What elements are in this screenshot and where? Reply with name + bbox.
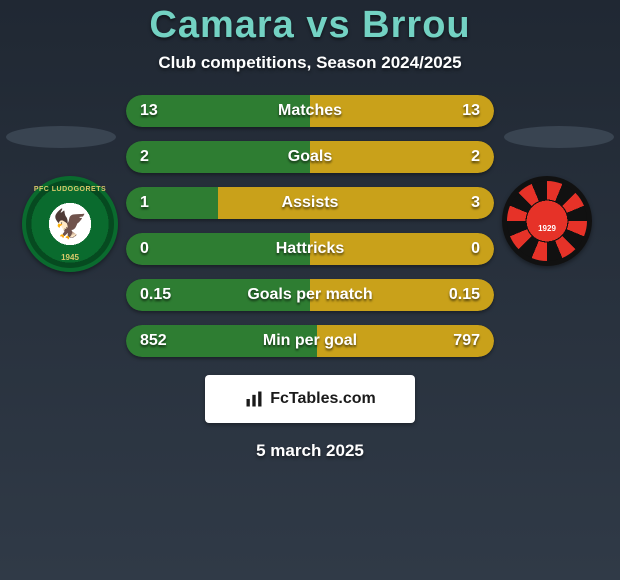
stat-label: Hattricks	[126, 233, 494, 265]
crest-shadow-left	[6, 126, 116, 148]
team-crest-right	[502, 176, 598, 272]
stat-label: Assists	[126, 187, 494, 219]
date-label: 5 march 2025	[256, 441, 364, 461]
ludogorets-crest-icon: 🦅	[22, 176, 118, 272]
stat-row: 0.150.15Goals per match	[126, 279, 494, 311]
stat-row: 00Hattricks	[126, 233, 494, 265]
stats-panel: 1313Matches 22Goals 13Assists 00Hattricks 0.…	[126, 95, 494, 357]
comparison-card: Camara vs Brrou Club competitions, Seaso…	[0, 0, 620, 580]
stat-row: 852797Min per goal	[126, 325, 494, 357]
source-label: FcTables.com	[270, 390, 376, 408]
eagle-icon: 🦅	[53, 208, 88, 241]
team-crest-left: 🦅	[22, 176, 118, 272]
lokomotiv-crest-icon	[502, 176, 592, 266]
stat-label: Matches	[126, 95, 494, 127]
chart-icon	[244, 389, 264, 409]
stat-label: Goals per match	[126, 279, 494, 311]
stat-row: 13Assists	[126, 187, 494, 219]
stat-label: Min per goal	[126, 325, 494, 357]
stat-label: Goals	[126, 141, 494, 173]
source-pill[interactable]: FcTables.com	[205, 375, 415, 423]
crest-shadow-right	[504, 126, 614, 148]
stat-row: 22Goals	[126, 141, 494, 173]
stat-row: 1313Matches	[126, 95, 494, 127]
page-subtitle: Club competitions, Season 2024/2025	[158, 53, 461, 73]
page-title: Camara vs Brrou	[149, 4, 470, 47]
